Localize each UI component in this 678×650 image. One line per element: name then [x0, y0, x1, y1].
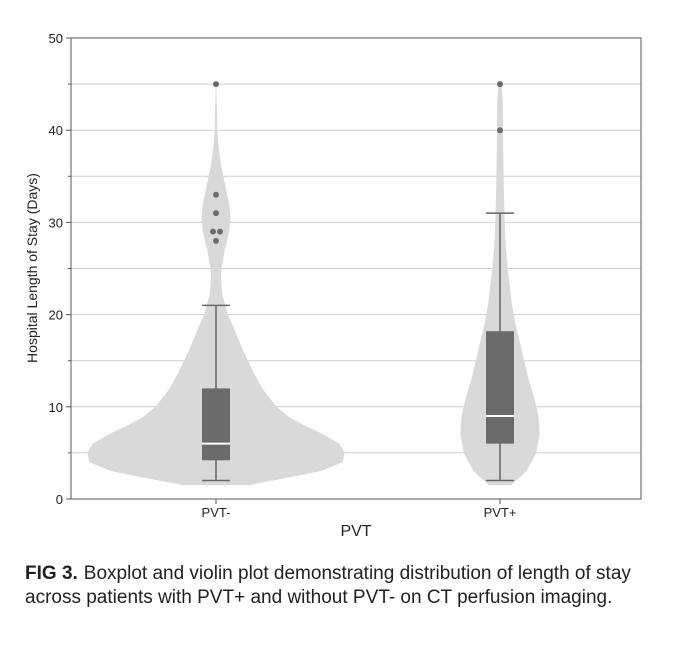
- box-PVT+: [486, 331, 514, 444]
- y-tick-label: 30: [49, 215, 63, 230]
- box-PVT-: [202, 388, 230, 461]
- figure-caption: FIG 3. Boxplot and violin plot demonstrat…: [25, 562, 655, 610]
- outlier-point: [210, 228, 216, 235]
- outlier-point: [213, 210, 219, 217]
- outlier-point: [217, 228, 223, 235]
- y-tick-label: 0: [56, 492, 63, 507]
- outlier-point: [213, 191, 219, 198]
- x-axis-title: PVT: [340, 523, 371, 540]
- outlier-point: [213, 237, 219, 244]
- boxplots: [202, 81, 514, 482]
- gridlines: [71, 83, 641, 454]
- chart-figure: 0 10 20 30 40 50 PVT- PVT+ PVT Hospital Length …: [24, 31, 642, 540]
- y-tick-label: 10: [49, 400, 63, 415]
- violin-PVT-: [87, 79, 345, 486]
- outlier-point: [213, 81, 219, 88]
- axes: 0 10 20 30 40 50 PVT- PVT+: [49, 31, 517, 520]
- outlier-point: [497, 81, 503, 88]
- y-tick-label: 40: [49, 123, 63, 138]
- x-tick-label: PVT-: [202, 505, 231, 520]
- caption-text: Boxplot and violin plot demonstrating di…: [25, 563, 631, 608]
- caption-label: FIG 3.: [25, 563, 78, 584]
- y-tick-label: 50: [49, 31, 63, 46]
- outlier-point: [497, 127, 503, 134]
- x-tick-label: PVT+: [484, 505, 517, 520]
- violins: [87, 79, 540, 486]
- y-axis-title: Hospital Length of Stay (Days): [24, 173, 40, 363]
- y-tick-label: 20: [49, 308, 63, 323]
